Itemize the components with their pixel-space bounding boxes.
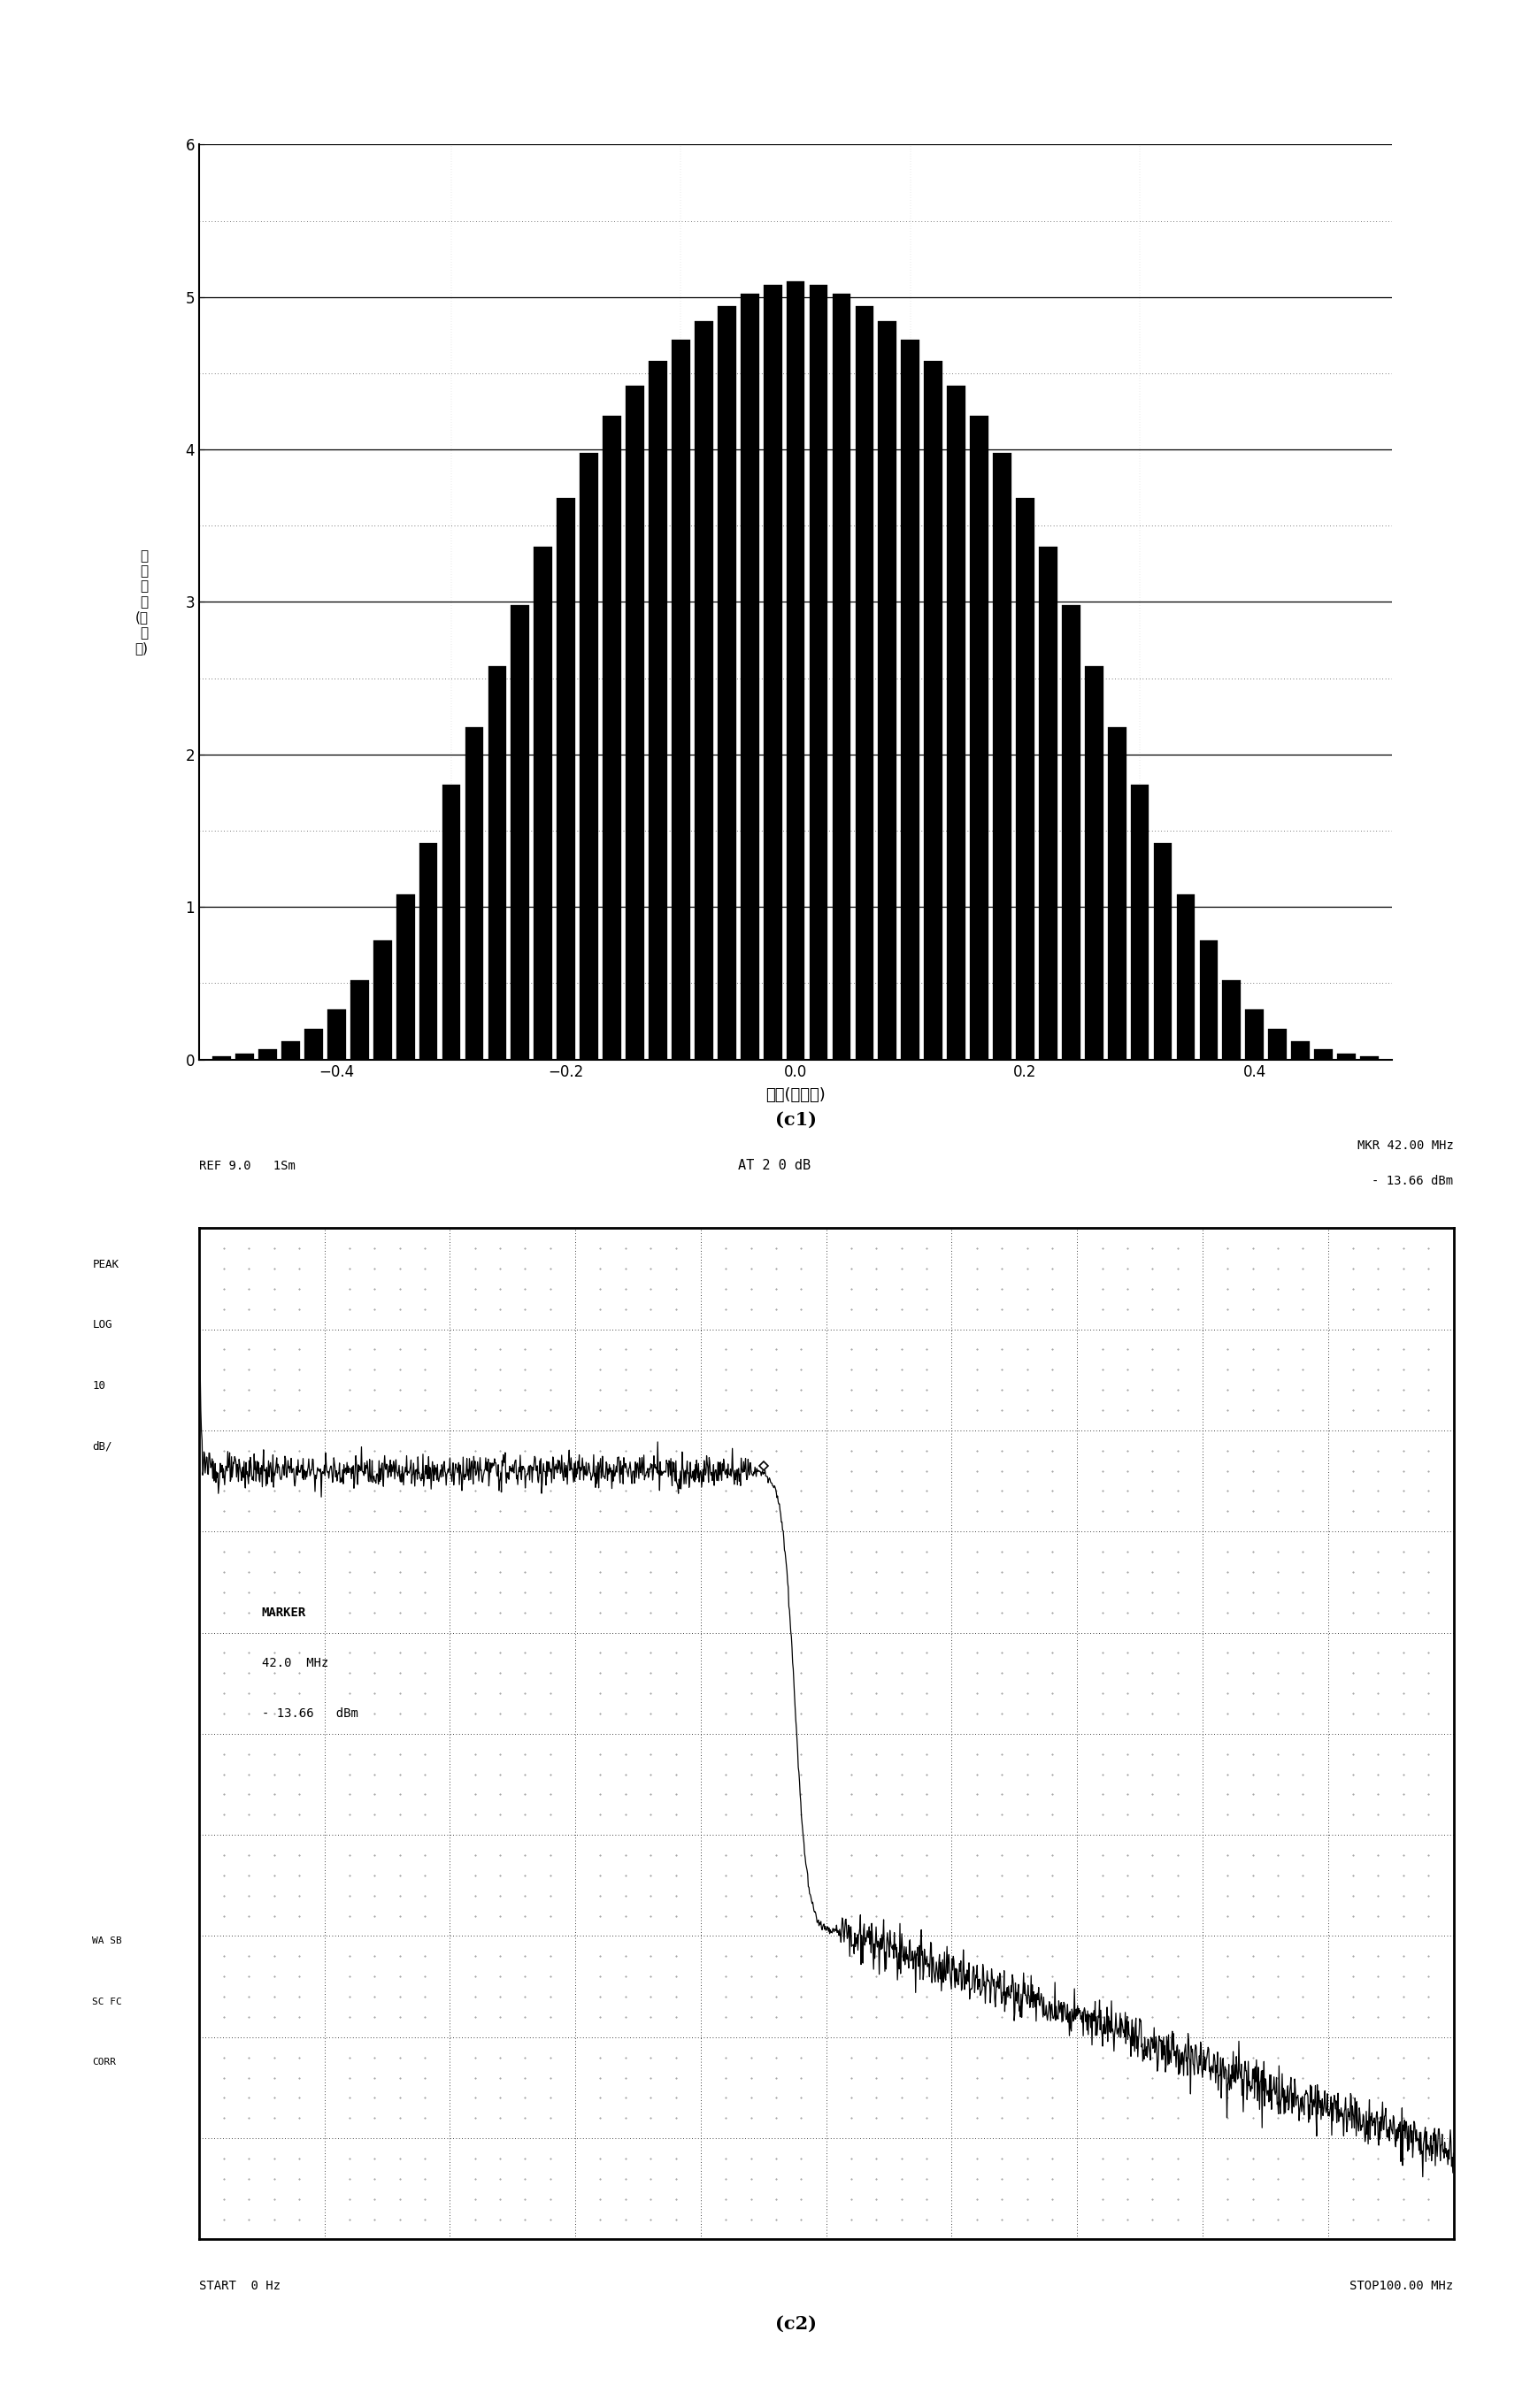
Text: CORR: CORR: [92, 2059, 116, 2066]
Bar: [282, 1040, 300, 1060]
Bar: [259, 1050, 277, 1060]
Text: AT 2 0 dB: AT 2 0 dB: [739, 1158, 811, 1173]
Text: MKR 42.00 MHz: MKR 42.00 MHz: [1357, 1139, 1454, 1153]
Bar: [832, 294, 851, 1060]
Bar: [763, 284, 782, 1060]
Bar: [970, 417, 988, 1060]
Bar: [672, 340, 690, 1060]
Bar: [1222, 980, 1241, 1060]
Bar: [304, 1028, 323, 1060]
Bar: [695, 320, 713, 1060]
Bar: [809, 284, 828, 1060]
Text: - 13.66   dBm: - 13.66 dBm: [262, 1707, 358, 1719]
Bar: [1268, 1028, 1287, 1060]
Text: (c2): (c2): [774, 2314, 817, 2333]
Text: PEAK: PEAK: [92, 1259, 119, 1269]
Text: - 13.66 dBm: - 13.66 dBm: [1372, 1175, 1454, 1187]
Bar: [511, 604, 529, 1060]
Text: LOG: LOG: [92, 1320, 112, 1332]
Bar: [442, 785, 461, 1060]
Text: MARKER: MARKER: [262, 1606, 306, 1618]
Bar: [1016, 498, 1034, 1060]
Bar: [1177, 896, 1195, 1060]
Text: REF 9.0   1Sm: REF 9.0 1Sm: [199, 1161, 295, 1173]
Bar: [1062, 604, 1080, 1060]
Bar: [947, 385, 965, 1060]
Bar: [1039, 547, 1057, 1060]
Bar: [1337, 1052, 1356, 1060]
Bar: [396, 896, 415, 1060]
Bar: [1085, 667, 1103, 1060]
Bar: [1245, 1009, 1264, 1060]
X-axis label: 输出(归一化): 输出(归一化): [765, 1086, 826, 1103]
Text: (c1): (c1): [774, 1110, 817, 1129]
Bar: [419, 843, 438, 1060]
Text: 42.0  MHz: 42.0 MHz: [262, 1657, 329, 1669]
Text: STOP100.00 MHz: STOP100.00 MHz: [1349, 2280, 1454, 2292]
Bar: [1291, 1040, 1310, 1060]
Bar: [741, 294, 759, 1060]
Bar: [534, 547, 552, 1060]
Bar: [236, 1052, 254, 1060]
Bar: [1131, 785, 1149, 1060]
Y-axis label: 概
率
密
度
(归
一
化): 概 率 密 度 (归 一 化): [135, 549, 148, 655]
Bar: [373, 942, 392, 1060]
Text: dB/: dB/: [92, 1440, 112, 1452]
Text: 10: 10: [92, 1380, 106, 1392]
Bar: [465, 727, 483, 1060]
Bar: [1108, 727, 1126, 1060]
Bar: [901, 340, 920, 1060]
Bar: [1314, 1050, 1333, 1060]
Bar: [557, 498, 575, 1060]
Bar: [626, 385, 644, 1060]
Bar: [649, 361, 667, 1060]
Bar: [1154, 843, 1172, 1060]
Bar: [878, 320, 897, 1060]
Bar: [718, 306, 736, 1060]
Bar: [786, 282, 805, 1060]
Bar: [213, 1057, 231, 1060]
Text: SC FC: SC FC: [92, 1996, 122, 2006]
Bar: [580, 453, 598, 1060]
Bar: [603, 417, 621, 1060]
Bar: [855, 306, 874, 1060]
Bar: [350, 980, 369, 1060]
Bar: [993, 453, 1011, 1060]
Bar: [1360, 1057, 1379, 1060]
Text: START  0 Hz: START 0 Hz: [199, 2280, 280, 2292]
Bar: [488, 667, 506, 1060]
Bar: [1200, 942, 1218, 1060]
Bar: [327, 1009, 346, 1060]
Text: WA SB: WA SB: [92, 1936, 122, 1946]
Bar: [924, 361, 942, 1060]
